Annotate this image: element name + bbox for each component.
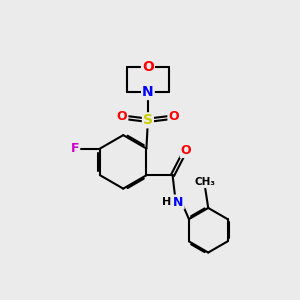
Text: N: N — [173, 196, 184, 208]
Text: F: F — [70, 142, 79, 155]
Text: O: O — [168, 110, 179, 123]
Text: N: N — [142, 85, 154, 99]
Text: O: O — [142, 60, 154, 74]
Text: O: O — [181, 144, 191, 157]
Text: CH₃: CH₃ — [195, 177, 216, 187]
Text: O: O — [117, 110, 128, 123]
Text: H: H — [162, 197, 171, 207]
Text: S: S — [143, 113, 153, 127]
